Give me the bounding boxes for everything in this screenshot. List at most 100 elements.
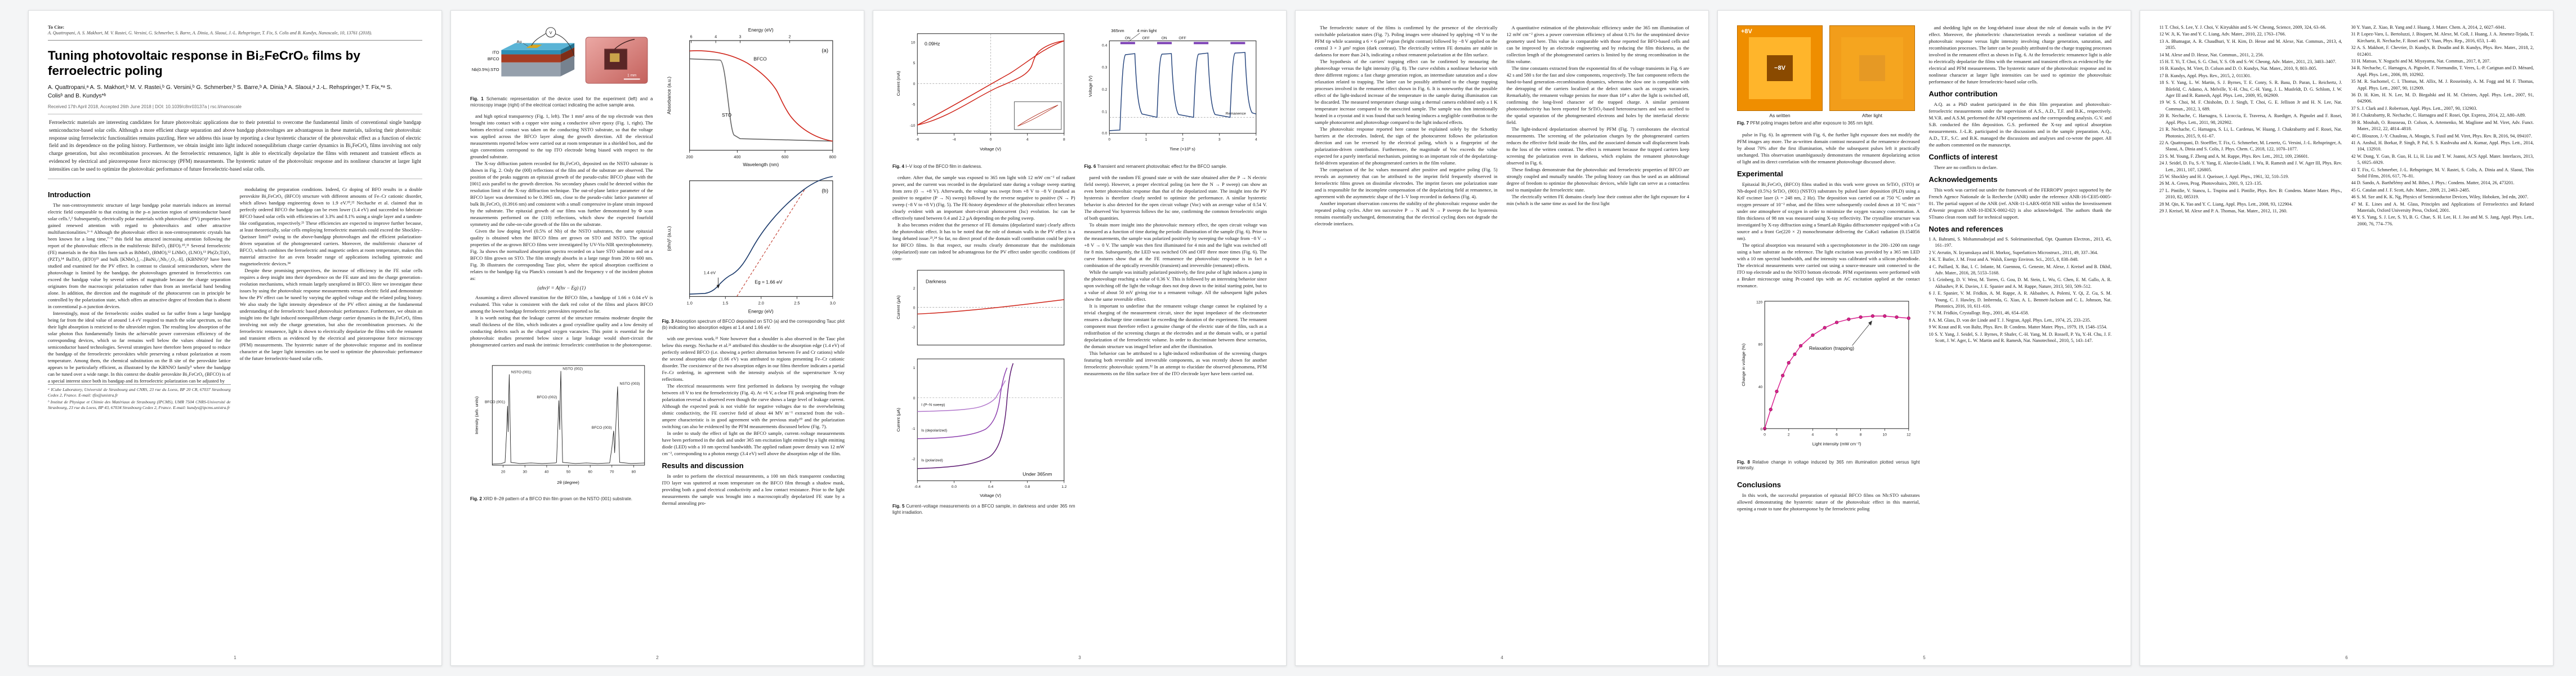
fig1-caption: Fig. 1 Schematic representation of the d… (470, 96, 653, 108)
svg-text:50: 50 (566, 470, 571, 474)
fig4-loop-branch-up (917, 40, 1064, 126)
equation-1: (αhν)² = A(hν − Eg) (1) (537, 285, 586, 291)
svg-text:4: 4 (715, 34, 717, 39)
reference-entry: 27 L. Pintilie, V. Stancu, L. Trupina an… (2159, 188, 2342, 200)
fig8-annotation: Relaxation (trapping) (1809, 345, 1854, 351)
fig6-off-label-2: OFF (1178, 37, 1186, 41)
fig3-caption-label: Fig. 3 (662, 319, 674, 324)
fig4-iv-loop-plot: 0.09Hz -8 -4 0 4 8 10 (892, 25, 1075, 162)
fig2-caption: Fig. 2 XRD θ–2θ pattern of a BFCO thin f… (470, 496, 653, 502)
reference-entry: 43 T. Fix, G. Schmerber, J.-L. Rehspring… (2351, 167, 2534, 179)
fig2-x-ticks: 20 30 40 50 60 70 80 (501, 465, 636, 474)
svg-text:0.4: 0.4 (1102, 43, 1108, 47)
svg-text:0.0: 0.0 (1102, 132, 1108, 136)
page5-column-left: +8V −8V As written After light Fig. 7 (1737, 24, 1920, 512)
svg-text:4: 4 (1812, 433, 1814, 437)
svg-text:200: 200 (686, 154, 693, 159)
fig7-before-label: As written (1769, 113, 1791, 118)
page-number: 5 (1923, 655, 1926, 660)
page5-column-right: and shedding light on the long-debated i… (1929, 24, 2112, 512)
fig2-xlabel: 2θ (degree) (557, 480, 579, 485)
fig1-device-schematic: V Au ITO BFCO Nb(0.5%):STO 1 mm (470, 25, 653, 95)
svg-text:20: 20 (501, 470, 506, 474)
fig5-curve-pn-sweep (917, 380, 1006, 412)
svg-text:2: 2 (913, 287, 916, 291)
fig6-on-label-2: ON (1161, 37, 1167, 41)
contact-wire (614, 39, 635, 50)
svg-text:80: 80 (1758, 343, 1763, 346)
fig8-ylabel: Change in voltage (%) (1741, 343, 1746, 386)
article-title: Tuning photovoltaic response in Bi₂FeCrO… (48, 48, 360, 78)
svg-text:5: 5 (913, 61, 916, 65)
fig1-label-au: Au (517, 39, 522, 44)
page1-column-left: Introduction The non-centrosymmetric str… (48, 186, 231, 412)
reference-entry: 20 R. Nechache, C. Harnagea, S. Licoccia… (2159, 113, 2342, 125)
contact-pad (610, 53, 620, 62)
page1-columns: Introduction The non-centrosymmetric str… (48, 186, 422, 412)
reference-entry: 1 A. Bahrami, S. Mohammadnejad and S. So… (1928, 237, 2112, 248)
fig8-caption: Fig. 8 Relative change in voltage induce… (1737, 460, 1920, 472)
fig6-light-bar (1120, 42, 1245, 45)
page3-col2-text: pared with the random FE ground state or… (1084, 174, 1267, 377)
body-paragraph: Given the low doping level (0.5% of Nb) … (470, 228, 653, 282)
fig8-caption-label: Fig. 8 (1737, 459, 1750, 465)
fig3-edge-arrowhead (716, 284, 720, 289)
body-paragraph: The photovoltaic response reported here … (1315, 126, 1498, 166)
body-paragraph: with one previous work.²² Note however t… (662, 336, 845, 383)
reference-entry: 18 S. Y. Yang, L. W. Martin, S. J. Byrne… (2159, 80, 2342, 99)
body-paragraph: While the sample was initially polarized… (1084, 269, 1267, 303)
svg-text:6: 6 (1836, 433, 1838, 437)
fig2-ylabel: Intensity (arb. units) (474, 396, 479, 434)
page4-col1-text: The ferroelectric nature of the films is… (1315, 24, 1498, 227)
fig6-x-ticks: 0 1 2 3 4 (1108, 133, 1257, 142)
page-5: +8V −8V As written After light Fig. 7 (1717, 10, 2131, 666)
svg-text:2.5: 2.5 (794, 300, 800, 305)
svg-text:70: 70 (610, 470, 614, 474)
fig4-ylabel: Current (mA) (896, 71, 901, 96)
fig4-frequency-label: 0.09Hz (925, 41, 940, 46)
svg-text:10: 10 (911, 41, 916, 45)
svg-text:2: 2 (788, 34, 791, 39)
svg-text:-4: -4 (952, 138, 956, 142)
fig4-caption: Fig. 4 I–V loop of the BFCO film in dark… (892, 164, 1075, 170)
svg-text:1.5: 1.5 (722, 300, 728, 305)
page3-col1-text: cedure. After that, the sample was expos… (892, 174, 1075, 262)
svg-text:120: 120 (1756, 300, 1762, 304)
page5-conclusions-text: In this work, the successful preparation… (1737, 492, 1920, 512)
page5-reference-list: 1 A. Bahrami, S. Mohammadnejad and S. So… (1929, 236, 2112, 345)
svg-text:-1: -1 (912, 427, 915, 431)
reference-entry: 17 B. Kundys, Appl. Phys. Rev., 2015, 2,… (2159, 73, 2252, 78)
fig2-caption-text: XRD θ–2θ pattern of a BFCO thin film gro… (483, 496, 632, 501)
reference-entry: 44 D. Sando, A. Barthélémy and M. Bibes,… (2351, 180, 2515, 186)
fig1-voltmeter-label: V (550, 30, 552, 35)
fig1-caption-label: Fig. 1 (470, 96, 484, 102)
page2-col2a: with one previous work.²² Note however t… (662, 335, 845, 457)
fig3-edge-label: 1.4 eV (703, 270, 715, 275)
reference-entry: 24 J. Seidel, D. Fu, S.-Y. Yang, E. Alar… (2159, 161, 2342, 172)
svg-text:0: 0 (913, 306, 916, 310)
fig3-panel-b-label: (b) (822, 188, 828, 194)
fig7-faded-core (1859, 55, 1885, 81)
svg-text:-10: -10 (910, 124, 916, 128)
page-number: 1 (234, 655, 236, 660)
fig5-x-ticks: -0.4 0.0 0.4 0.8 1.2 (914, 481, 1067, 490)
figure-3: Energy (eV) 6 4 3 2 BFCO STO (a) (662, 25, 845, 331)
wire-bottom (555, 33, 575, 57)
body-paragraph: This behavior can be attributed to a lig… (1084, 350, 1267, 377)
fig2-peak-nsto002: NSTO (002) (562, 367, 583, 371)
reference-entry: 41 A. Anshul, H. Borkar, P. Singh, P. Pa… (2351, 140, 2534, 152)
reference-entry: 21 R. Nechache, C. Harnagea, S. Li, L. C… (2159, 127, 2342, 139)
body-paragraph: and high optical transparency (Fig. 1, l… (470, 113, 653, 160)
fig8-intensity-plot: Relaxation (trapping) 0 2 4 6 8 10 12 (1737, 290, 1920, 457)
page2-column-left: V Au ITO BFCO Nb(0.5%):STO 1 mm (470, 24, 653, 506)
reference-entry: 4 C. Paillard, X. Bai, I. C. Infante, M.… (1928, 264, 2112, 276)
body-paragraph: Assuming a direct allowed transition for… (470, 295, 653, 314)
fig8-curve (1764, 315, 1909, 429)
fig3-legend-sto: STO (722, 112, 732, 118)
reference-entry: 19 W. S. Choi, M. F. Chisholm, D. J. Sin… (2159, 100, 2342, 112)
figure-6: 365nm 4 min light ON OFF ON OFF (1084, 25, 1267, 170)
svg-text:30: 30 (523, 470, 528, 474)
svg-text:-8: -8 (916, 138, 919, 142)
page3-column-left: 0.09Hz -8 -4 0 4 8 10 (892, 24, 1075, 520)
